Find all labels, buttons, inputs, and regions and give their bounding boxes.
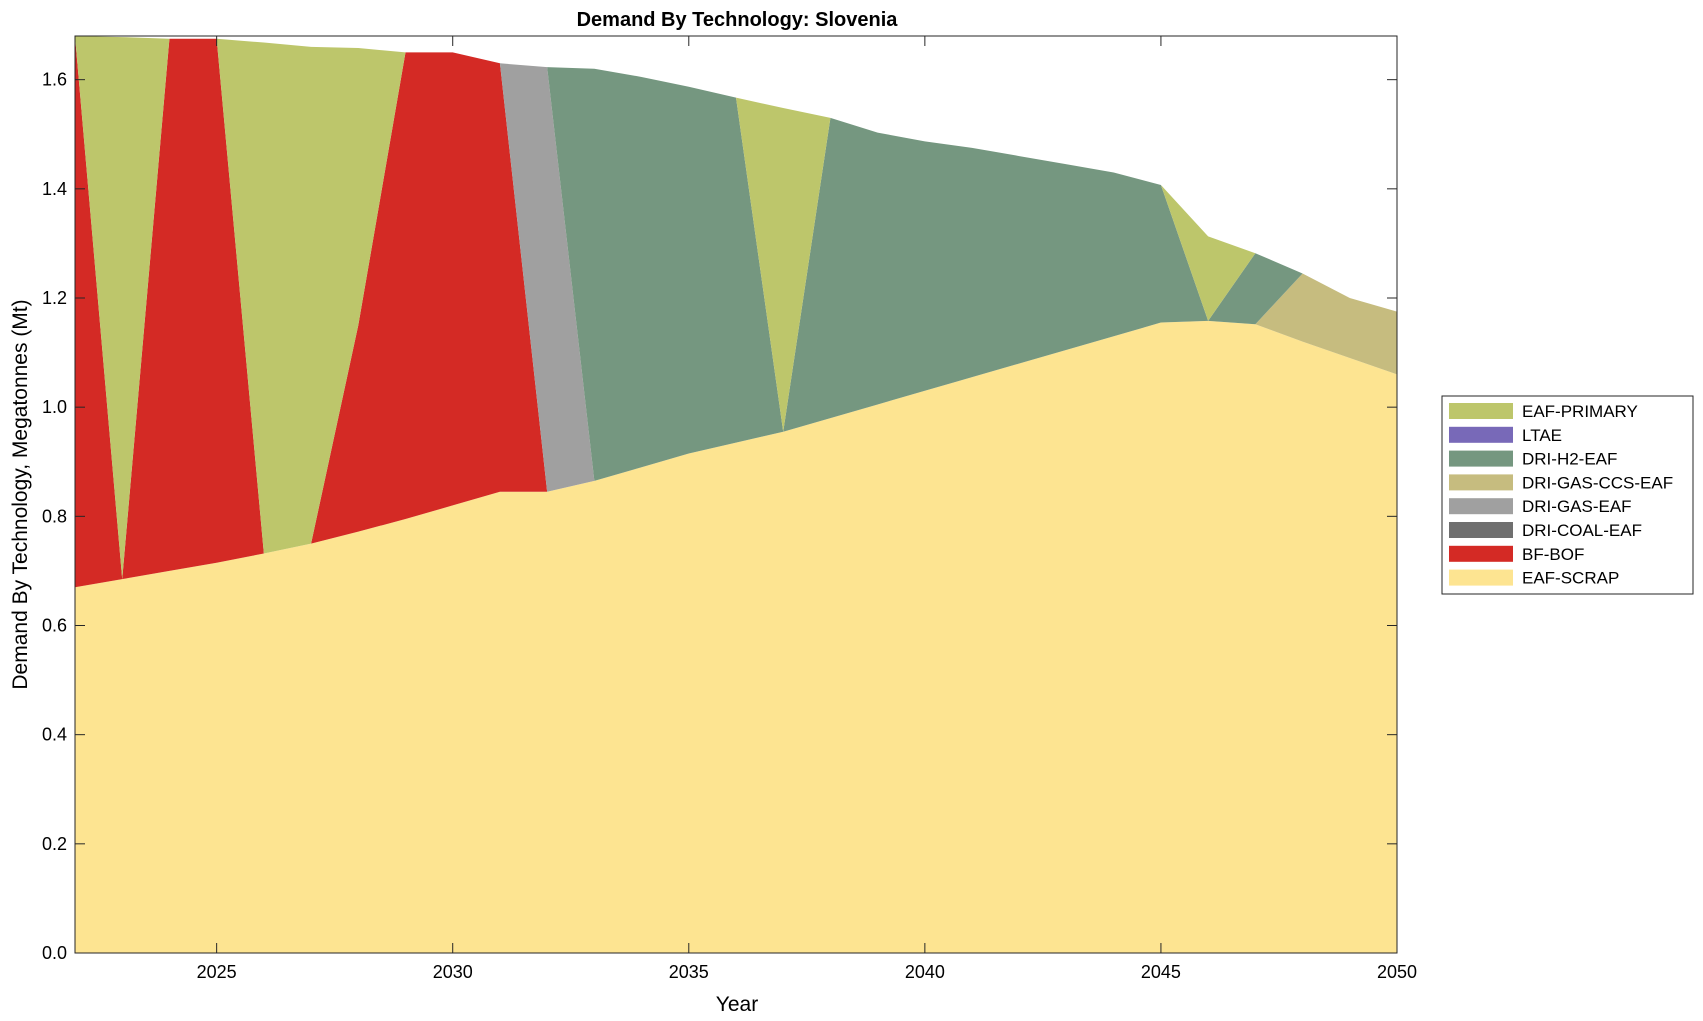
x-tick-label: 2050: [1377, 962, 1417, 982]
y-tick-label: 1.6: [42, 70, 67, 90]
x-tick-label: 2030: [433, 962, 473, 982]
legend-label-dri-h2-eaf: DRI-H2-EAF: [1522, 450, 1617, 469]
legend-box: [1441, 395, 1694, 595]
x-tick-label: 2025: [197, 962, 237, 982]
plot-frame: [74, 35, 1398, 954]
legend-swatch-dri-gas-ccs-eaf: [1449, 474, 1513, 491]
legend-swatch-dri-coal-eaf: [1449, 522, 1513, 538]
axis-ticks: 2025 2030 2035 2040 2045 2050 0.0 0.2 0.4 0.6 0.8 1…: [42, 36, 1417, 982]
legend-label-eaf-scrap: EAF-SCRAP: [1522, 569, 1619, 588]
x-tick-label: 2040: [905, 962, 945, 982]
x-tick-label: 2045: [1141, 962, 1181, 982]
legend: EAF-PRIMARY LTAE DRI-H2-EAF DRI-GAS-CCS-EAF…: [1441, 395, 1694, 595]
legend-label-dri-coal-eaf: DRI-COAL-EAF: [1522, 521, 1642, 540]
y-tick-label: 0.6: [42, 616, 67, 636]
legend-swatch-eaf-primary: [1449, 403, 1513, 419]
y-tick-label: 0.4: [42, 725, 67, 745]
area-dri-h2-eaf: [75, 36, 1397, 580]
area-bf-bof: [75, 36, 1397, 588]
legend-swatch-ltae: [1449, 426, 1513, 443]
legend-label-eaf-primary: EAF-PRIMARY: [1522, 402, 1638, 421]
legend-label-dri-gas-eaf: DRI-GAS-EAF: [1522, 497, 1632, 516]
y-tick-label: 0.0: [42, 943, 67, 963]
legend-swatch-bf-bof: [1449, 545, 1513, 562]
y-tick-label: 0.8: [42, 506, 67, 526]
area-layers: [75, 36, 1397, 953]
y-axis-label: Demand By Technology, Megatonnes (Mt): [9, 299, 32, 689]
y-tick-label: 1.0: [42, 397, 67, 417]
area-eaf-scrap: [75, 320, 1397, 953]
y-tick-label: 1.4: [42, 179, 67, 199]
legend-label-dri-gas-ccs-eaf: DRI-GAS-CCS-EAF: [1522, 473, 1673, 492]
legend-swatch-dri-gas-eaf: [1449, 498, 1513, 515]
x-axis-label: Year: [716, 993, 758, 1016]
y-tick-label: 0.2: [42, 834, 67, 854]
legend-swatch-dri-h2-eaf: [1449, 450, 1513, 467]
legend-swatch-eaf-scrap: [1449, 569, 1513, 586]
chart-title: Demand By Technology: Slovenia: [577, 9, 899, 31]
legend-label-bf-bof: BF-BOF: [1522, 545, 1584, 564]
x-tick-label: 2035: [669, 962, 709, 982]
area-eaf-primary: [75, 36, 1397, 580]
y-tick-label: 1.2: [42, 288, 67, 308]
legend-label-ltae: LTAE: [1522, 426, 1562, 445]
